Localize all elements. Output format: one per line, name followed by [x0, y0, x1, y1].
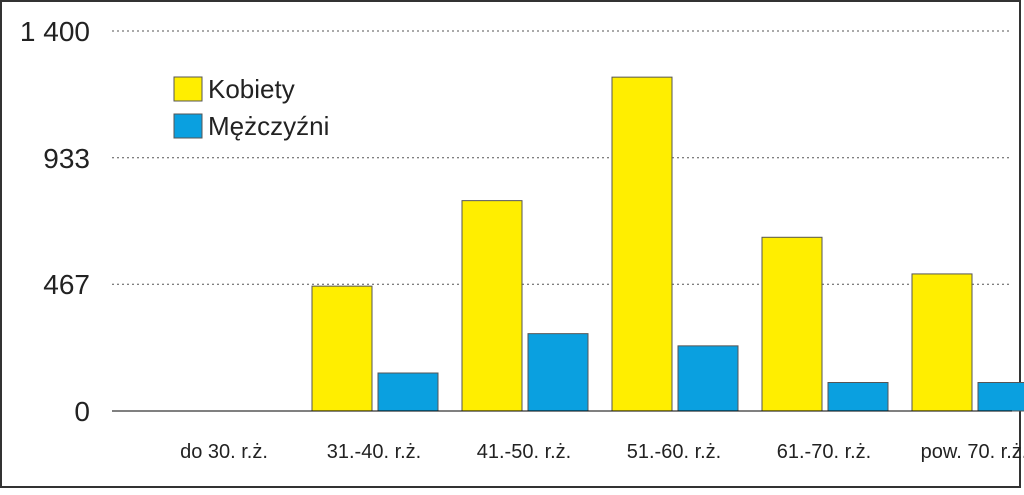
- bar-kobiety: [461, 200, 523, 412]
- bar-kobiety: [611, 76, 673, 412]
- bar-kobiety: [311, 285, 373, 412]
- x-tick-label: 51.-60. r.ż.: [627, 441, 722, 463]
- bar-mezczyzni: [677, 345, 739, 412]
- x-tick-label: 41.-50. r.ż.: [477, 441, 572, 463]
- legend-swatch: [173, 113, 203, 139]
- legend-label: Mężczyźni: [208, 111, 329, 141]
- bar-mezczyzni: [977, 382, 1024, 412]
- gridlines: [112, 30, 1012, 285]
- bar-mezczyzni: [827, 382, 889, 412]
- y-tick-label: 1 400: [20, 16, 90, 47]
- legend: Kobiety Mężczyźni: [173, 74, 329, 141]
- bars: [311, 76, 1024, 412]
- bar-mezczyzni: [377, 372, 439, 412]
- x-tick-label: pow. 70. r.ż.: [921, 441, 1024, 463]
- x-tick-label: 31.-40. r.ż.: [327, 441, 422, 463]
- legend-label: Kobiety: [208, 74, 295, 104]
- y-tick-label: 0: [74, 396, 90, 427]
- x-tick-label: do 30. r.ż.: [180, 441, 268, 463]
- y-tick-label: 933: [43, 143, 90, 174]
- bar-kobiety: [761, 236, 823, 412]
- x-axis-tick-labels: do 30. r.ż. 31.-40. r.ż. 41.-50. r.ż. 51.-6…: [180, 441, 1024, 463]
- bar-mezczyzni: [527, 333, 589, 412]
- bar-kobiety: [911, 273, 973, 412]
- x-tick-label: 61.-70. r.ż.: [777, 441, 872, 463]
- y-axis-tick-labels: 0 467 933 1 400: [20, 16, 90, 427]
- y-tick-label: 467: [43, 269, 90, 300]
- legend-swatch: [173, 76, 203, 102]
